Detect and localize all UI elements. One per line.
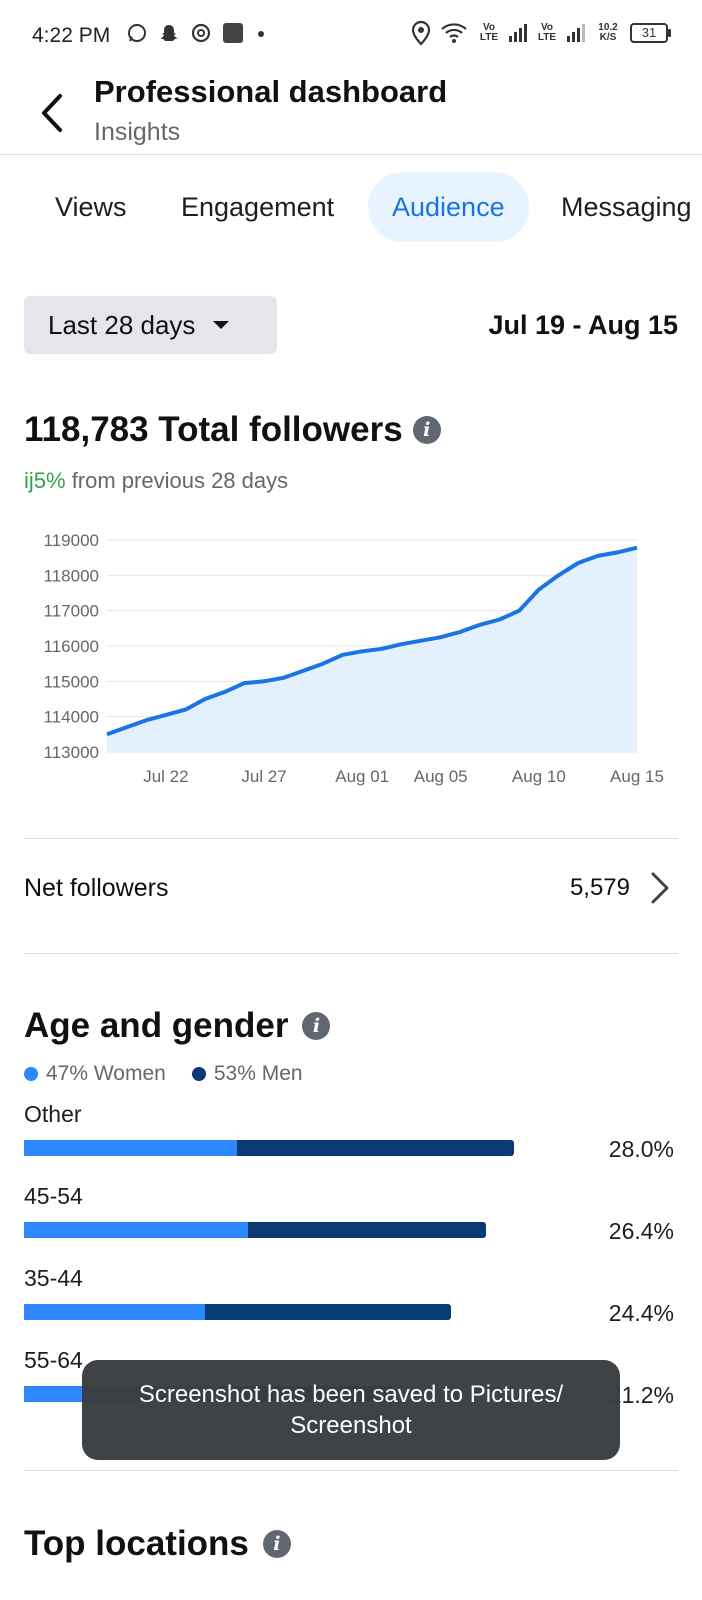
x-tick-label: Aug 01 [335,767,389,786]
toast-line-2: Screenshot [290,1412,412,1439]
men-legend-label: 53% Men [213,1062,303,1085]
age-group-bar [24,1140,514,1156]
header-divider [0,154,702,155]
women-bar-segment [24,1304,205,1320]
tab-bar: Views Engagement Audience Messaging [0,172,702,242]
age-gender-title: Age and gender [24,1006,289,1045]
net-followers-label: Net followers [24,874,169,902]
y-tick-label: 119000 [44,531,99,550]
age-group-bar [24,1222,486,1238]
men-bar-segment [205,1304,451,1320]
women-legend-dot [24,1067,38,1081]
net-speed-value: 10.2 [598,22,618,33]
location-icon [411,20,431,46]
y-tick-label: 118000 [44,566,99,585]
followers-change-text: from previous 28 days [65,468,289,493]
net-followers-row[interactable]: Net followers 5,579 [24,862,678,912]
screenshot-toast: Screenshot has been saved to Pictures/ S… [82,1360,620,1460]
gender-legend: 47% Women 53% Men [24,1062,303,1086]
age-group-bar [24,1304,451,1320]
date-range-dropdown-label: Last 28 days [48,309,196,340]
app-notification-icon [223,23,243,43]
women-bar-segment [24,1222,248,1238]
status-time: 4:22 PM [32,24,111,47]
date-range-dropdown[interactable]: Last 28 days [24,296,277,354]
men-bar-segment [237,1140,514,1156]
tab-messaging[interactable]: Messaging [561,192,692,222]
net-speed: 10.2 K/S [594,23,622,43]
info-icon[interactable]: i [262,1530,291,1558]
x-tick-label: Aug 15 [610,767,664,786]
followers-change-pct: ij5% [24,468,66,493]
tab-audience[interactable]: Audience [368,172,529,242]
men-legend-dot [191,1067,206,1081]
followers-area [107,547,637,752]
status-bar: 4:22 PM Vo LTE Vo LTE 10.2 K/S 31 [0,0,702,72]
threads-icon [191,23,211,43]
battery-icon: 31 [630,23,671,43]
x-tick-label: Jul 22 [143,767,188,786]
men-bar-segment [248,1222,486,1238]
x-tick-label: Aug 10 [512,767,566,786]
age-group-label: 55-64 [24,1347,83,1373]
age-group-percent: 26.4% [608,1218,674,1244]
snapchat-icon [160,25,178,41]
toast-line-1: Screenshot has been saved to Pictures/ [138,1381,564,1408]
page-subtitle: Insights [94,118,181,146]
age-group-percent: 28.0% [608,1136,674,1162]
age-group-label: 45-54 [24,1183,83,1209]
y-axis-ticks: 113000 114000 115000 116000 117000 118000 1190… [44,531,99,762]
x-tick-label: Aug 05 [414,767,468,786]
back-arrow-icon[interactable] [36,88,72,138]
followers-chart: 113000 114000 115000 116000 117000 118000 1190… [44,531,664,786]
followers-line [106,545,638,737]
signal-icon-2 [567,24,585,42]
y-tick-label: 117000 [44,602,99,621]
tab-engagement[interactable]: Engagement [181,192,335,222]
whatsapp-business-icon [128,24,146,42]
system-icons: Vo LTE Vo LTE 10.2 K/S 31 [410,20,671,46]
signal-icon-1 [509,24,527,42]
age-group-label: Other [24,1101,82,1127]
chevron-right-icon [651,872,669,904]
net-followers-value: 5,579 [569,874,630,901]
date-range-text: Jul 19 - Aug 15 [488,310,678,340]
notification-icons [126,22,268,44]
women-legend-label: 47% Women [46,1062,166,1085]
y-tick-label: 115000 [44,672,99,691]
top-locations-title: Top locations [24,1524,249,1563]
tab-views[interactable]: Views [55,192,127,222]
total-followers: 118,783 Total followers [24,410,403,449]
net-speed-unit: K/S [599,32,617,43]
caret-down-icon [213,321,230,329]
volte-indicator-2: Vo LTE [537,22,557,43]
y-tick-label: 116000 [44,637,99,656]
age-group-percent: 24.4% [608,1300,674,1326]
wifi-icon [441,23,467,43]
info-icon[interactable]: i [302,1012,331,1040]
info-icon[interactable]: i [412,416,441,444]
x-tick-label: Jul 27 [241,767,286,786]
page-title: Professional dashboard [94,74,448,109]
section-divider [24,953,678,954]
total-followers-heading: 118,783 Total followers i [24,410,441,450]
women-bar-segment [24,1140,237,1156]
age-gender-heading: Age and gender i [24,1006,331,1046]
followers-change: ij5% from previous 28 days [24,468,288,494]
volte-indicator-1: Vo LTE [479,22,499,43]
top-locations-heading: Top locations i [24,1524,291,1564]
y-tick-label: 114000 [44,708,99,727]
y-tick-label: 113000 [44,743,99,762]
more-notifications-icon [258,31,264,37]
section-divider [24,1470,678,1471]
age-group-label: 35-44 [24,1265,83,1291]
section-divider [24,838,678,839]
x-axis-ticks: Jul 22 Jul 27 Aug 01 Aug 05 Aug 10 Aug 15 [143,767,664,786]
